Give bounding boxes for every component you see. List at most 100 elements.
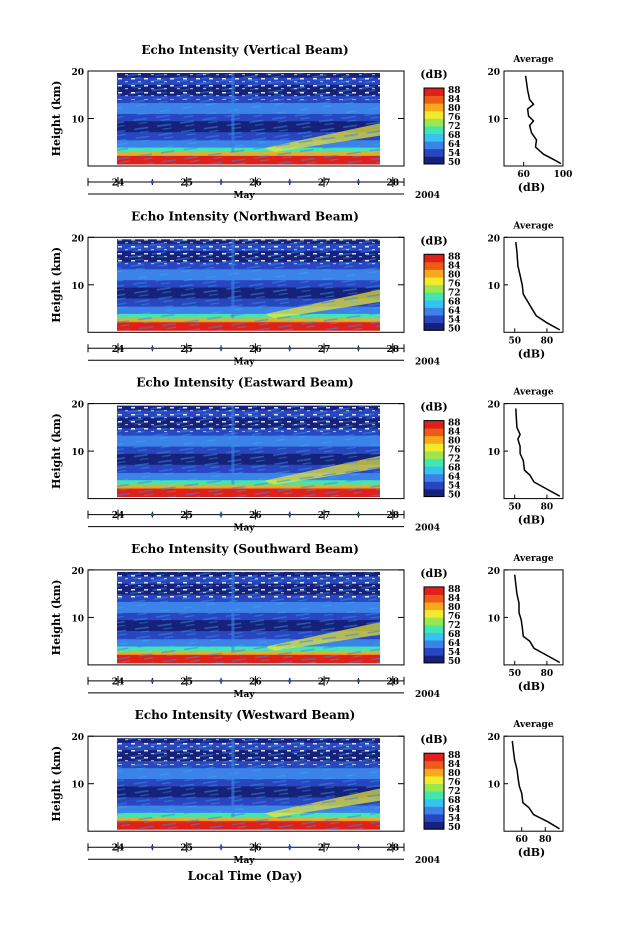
profile-x-tick-label: 50 xyxy=(508,503,521,513)
heatmap-streak xyxy=(231,73,235,152)
profile-title: Average xyxy=(512,221,553,231)
profile-x-label: (dB) xyxy=(518,680,545,693)
profile-y-tick-label: 20 xyxy=(487,733,500,743)
colorbar-segment xyxy=(424,277,444,286)
time-tick-marker xyxy=(356,679,361,683)
y-tick-label: 10 xyxy=(71,781,84,791)
time-tick-label: 27 xyxy=(318,179,331,189)
time-tick-marker xyxy=(219,513,223,517)
colorbar-unit: (dB) xyxy=(420,68,447,81)
colorbar-tick-label: 76 xyxy=(448,612,461,622)
colorbar-tick-label: 64 xyxy=(448,306,461,316)
colorbar-tick-label: 76 xyxy=(448,113,461,123)
colorbar-segment xyxy=(424,783,444,792)
colorbar-segment xyxy=(424,753,444,762)
heatmap-gaps xyxy=(117,73,380,100)
y-tick-label: 20 xyxy=(71,401,84,411)
month-label: May xyxy=(233,357,255,367)
colorbar-segment xyxy=(424,481,444,490)
profile-x-label: (dB) xyxy=(518,347,545,360)
colorbar-tick-label: 68 xyxy=(448,297,461,307)
colorbar-tick-label: 76 xyxy=(448,279,461,289)
colorbar-segment xyxy=(424,624,444,633)
panel-3: Echo Intensity (Eastward Beam) Height (km… xyxy=(50,376,564,534)
time-tick-label: 27 xyxy=(318,677,331,687)
colorbar-tick-label: 72 xyxy=(448,787,461,797)
time-tick-marker xyxy=(356,346,361,350)
time-tick-label: 28 xyxy=(387,345,400,355)
colorbar-segment xyxy=(424,443,444,452)
y-tick-label: 20 xyxy=(71,733,84,743)
colorbar-tick-label: 84 xyxy=(448,594,461,604)
profile-y-tick-label: 10 xyxy=(487,116,500,126)
time-tick-marker xyxy=(150,180,154,184)
colorbar-segment xyxy=(424,292,444,301)
time-tick-label: 27 xyxy=(318,844,331,854)
time-tick-label: 25 xyxy=(180,511,193,521)
colorbar-tick-label: 50 xyxy=(448,158,461,168)
panel-title: Echo Intensity (Eastward Beam) xyxy=(136,376,353,390)
colorbar-frame xyxy=(423,253,445,331)
time-tick-marker xyxy=(219,346,223,350)
colorbar-segment xyxy=(424,110,444,119)
profile-title: Average xyxy=(512,388,553,398)
profile-line xyxy=(515,242,561,331)
time-tick-marker xyxy=(288,346,292,350)
time-tick-label: 25 xyxy=(180,677,193,687)
colorbar-segment xyxy=(424,299,444,308)
colorbar-tick-label: 54 xyxy=(448,648,461,658)
colorbar-segment xyxy=(424,322,444,331)
colorbar-segment xyxy=(424,655,444,664)
time-tick-label: 28 xyxy=(387,179,400,189)
time-tick-marker xyxy=(288,845,292,849)
colorbar-tick-label: 84 xyxy=(448,261,461,271)
colorbar-tick-label: 64 xyxy=(448,639,461,649)
profile-x-tick-label: 50 xyxy=(508,669,521,679)
colorbar-tick-label: 50 xyxy=(448,657,461,667)
colorbar-tick-label: 54 xyxy=(448,315,461,325)
colorbar-segment xyxy=(424,95,444,104)
colorbar-tick-label: 68 xyxy=(448,131,461,141)
colorbar-tick-label: 68 xyxy=(448,630,461,640)
profile-y-tick-label: 20 xyxy=(487,567,500,577)
panel-5: Echo Intensity (Westward Beam) Height (km… xyxy=(50,708,564,866)
colorbar-tick-label: 64 xyxy=(448,473,461,483)
y-axis-label: Height (km) xyxy=(50,746,63,822)
colorbar-tick-label: 72 xyxy=(448,455,461,465)
colorbar-segment xyxy=(424,451,444,459)
panel-4: Echo Intensity (Southward Beam) Height (k… xyxy=(50,542,564,700)
time-tick-marker xyxy=(150,679,154,683)
heatmap-streak xyxy=(231,405,235,485)
profile-x-tick-label: 80 xyxy=(541,336,554,346)
colorbar-segment xyxy=(424,776,444,784)
profile-x-label: (dB) xyxy=(518,514,545,527)
colorbar-segment xyxy=(424,126,444,134)
colorbar-frame xyxy=(423,586,445,664)
colorbar-frame xyxy=(423,752,445,830)
profile-y-tick-label: 20 xyxy=(487,68,500,78)
colorbar-segment xyxy=(424,420,444,429)
colorbar-segment xyxy=(424,647,444,656)
colorbar-segment xyxy=(424,284,444,293)
time-tick-marker xyxy=(150,346,154,350)
colorbar-segment xyxy=(424,133,444,142)
profile-title: Average xyxy=(512,720,553,730)
panel-2: Echo Intensity (Northward Beam) Height (k… xyxy=(50,209,564,367)
heatmap-streak xyxy=(231,571,235,651)
time-tick-label: 28 xyxy=(387,844,400,854)
colorbar-segment xyxy=(424,88,444,96)
colorbar-tick-label: 54 xyxy=(448,149,461,159)
colorbar-segment xyxy=(424,640,444,649)
y-tick-label: 10 xyxy=(71,614,84,624)
colorbar-segment xyxy=(424,315,444,324)
colorbar-tick-label: 72 xyxy=(448,621,461,631)
profile-x-label: (dB) xyxy=(518,181,545,194)
profile-x-tick-label: 100 xyxy=(554,170,573,180)
colorbar-unit: (dB) xyxy=(420,234,447,247)
time-tick-label: 26 xyxy=(249,677,262,687)
colorbar-segment xyxy=(424,821,444,830)
colorbar-tick-label: 76 xyxy=(448,446,461,456)
colorbar-tick-label: 84 xyxy=(448,428,461,438)
month-label: May xyxy=(233,690,255,700)
colorbar-segment xyxy=(424,489,444,497)
